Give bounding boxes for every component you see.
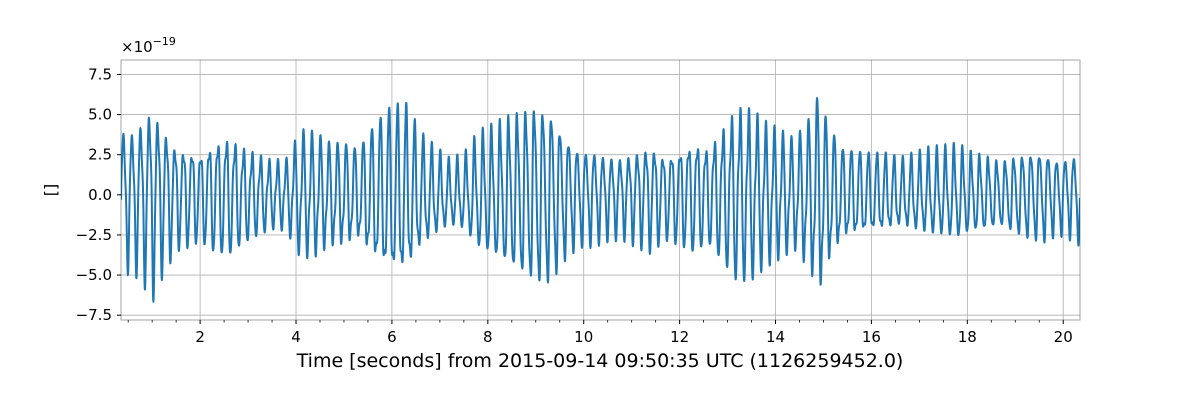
axes-frame [120,59,1081,321]
x-axis-title: Time [seconds] from 2015-09-14 09:50:35 … [296,350,904,372]
x-tick-label: 12 [670,328,689,346]
y-offset-exponent: −19 [153,35,176,48]
plot-area [121,97,1080,303]
x-tick-label: 2 [195,328,205,346]
x-tick-label: 10 [574,328,593,346]
x-tick-label: 20 [1054,328,1073,346]
x-tick-label: 14 [766,328,785,346]
x-tick-label: 16 [862,328,881,346]
y-tick-label: 0.0 [88,186,112,204]
y-tick-label: −5.0 [76,266,112,284]
x-tick-label: 18 [958,328,977,346]
y-axis-title: [] [41,184,60,196]
y-tick-label: −2.5 [76,226,112,244]
ticks-layer: 2 4 6 8 10 12 14 16 18 20 −7.5 −5.0 −2.5 0.0 2.5 5.0 7.5 [76,65,1073,346]
y-offset-base: ×10 [121,38,153,56]
y-offset-label: ×10−19 [121,35,176,56]
x-tick-label: 4 [291,328,301,346]
y-tick-label: 7.5 [88,65,112,83]
y-tick-label: 2.5 [88,146,112,164]
y-tick-label: 5.0 [88,106,112,124]
x-tick-label: 6 [387,328,397,346]
series-line [121,97,1080,303]
y-tick-label: −7.5 [76,306,112,324]
x-tick-label: 8 [483,328,493,346]
